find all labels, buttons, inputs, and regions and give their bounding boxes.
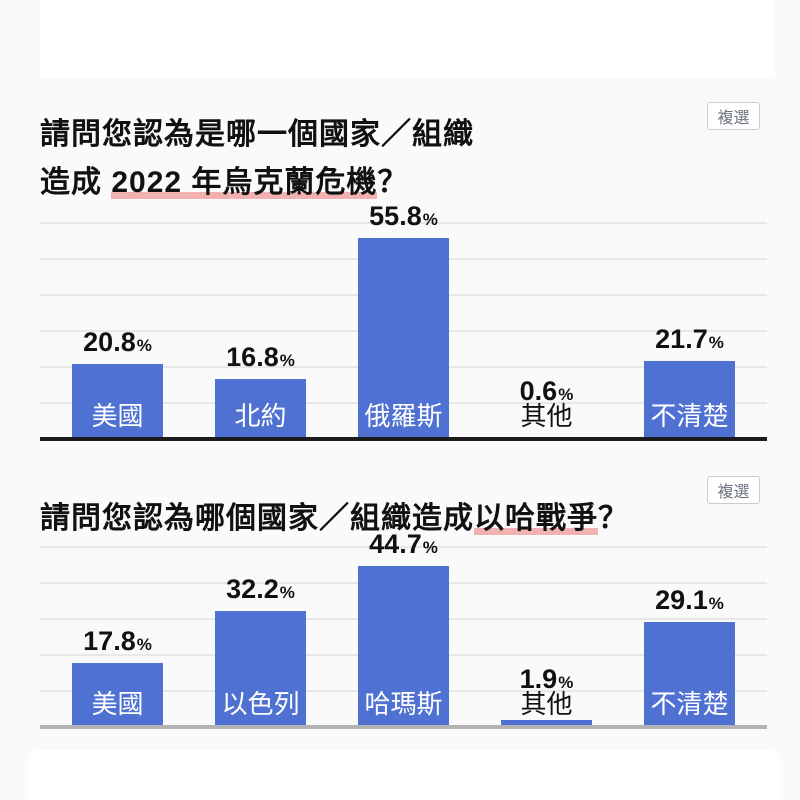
gridline xyxy=(40,654,767,656)
percent-sign: % xyxy=(422,210,438,230)
chart-bar xyxy=(215,378,306,439)
bar-category-label: 不清楚 xyxy=(650,401,729,431)
next-section-card xyxy=(28,750,780,800)
x-axis-line xyxy=(40,725,767,729)
bar-value: 17.8 xyxy=(83,625,136,656)
title-text: ？ xyxy=(377,165,409,199)
top-white-band xyxy=(40,0,775,78)
chart-bar xyxy=(72,364,163,439)
bar-value-label: 32.2% xyxy=(181,574,341,608)
bar-value: 0.6 xyxy=(519,376,558,406)
percent-sign: % xyxy=(279,583,295,603)
bar-value: 1.9 xyxy=(519,664,558,694)
bar-category-label: 美國 xyxy=(91,689,144,719)
bar-value-label: 0.6% xyxy=(467,376,627,410)
chart-bar xyxy=(501,720,592,727)
bar-category-label: 以色列 xyxy=(221,689,300,719)
chart-bar xyxy=(644,360,735,439)
bar-category-label: 其他 xyxy=(520,401,573,431)
percent-sign: % xyxy=(279,350,295,370)
bar-value: 29.1 xyxy=(655,585,708,616)
chart-bar xyxy=(215,611,306,727)
chart-bar xyxy=(358,566,449,727)
bar-category-label: 不清楚 xyxy=(650,689,729,719)
percent-sign: % xyxy=(136,336,152,356)
chart-bar xyxy=(358,238,449,439)
bar-value-label: 1.9% xyxy=(467,664,627,698)
chart-bar xyxy=(72,662,163,727)
bar-value: 32.2 xyxy=(226,574,279,605)
bar-category-label: 其他 xyxy=(520,689,573,719)
bar-category-label: 美國 xyxy=(91,401,144,431)
question-2-title: 請問您認為哪個國家／組織造成以哈戰爭？ xyxy=(40,495,730,543)
bar-value: 21.7 xyxy=(655,323,708,354)
multi-select-badge-2: 複選 xyxy=(707,476,760,504)
chart-bar xyxy=(501,436,592,439)
bar-category-label: 北約 xyxy=(234,401,287,431)
gridline xyxy=(40,690,767,692)
percent-sign: % xyxy=(708,594,724,614)
x-axis-line xyxy=(40,437,767,441)
percent-sign: % xyxy=(558,385,574,404)
gridline xyxy=(40,546,767,548)
title-text: 請問您認為是哪一個國家／組織 xyxy=(40,117,474,151)
gridline xyxy=(40,618,767,620)
bar-value-label: 29.1% xyxy=(610,585,770,619)
highlighted-phrase: 2022 年烏克蘭危機 xyxy=(111,165,378,199)
bar-category-label: 哈瑪斯 xyxy=(364,689,443,719)
multi-select-badge-1: 複選 xyxy=(707,102,760,130)
gridline xyxy=(40,222,767,224)
gridline xyxy=(40,330,767,332)
bar-value: 20.8 xyxy=(83,327,136,358)
bar-category-label: 俄羅斯 xyxy=(364,401,443,431)
gridline xyxy=(40,582,767,584)
highlighted-phrase: 以哈戰爭 xyxy=(474,501,598,535)
gridline xyxy=(40,258,767,260)
gridline xyxy=(40,294,767,296)
bar-value-label: 20.8% xyxy=(38,327,198,361)
title-text: 造成 xyxy=(40,165,112,199)
percent-sign: % xyxy=(136,634,152,654)
bar-value-label: 21.7% xyxy=(610,324,770,358)
title-text: ？ xyxy=(598,501,629,535)
title-text: 請問您認為哪個國家／組織造成 xyxy=(40,501,474,535)
gridline xyxy=(40,366,767,368)
percent-sign: % xyxy=(708,332,724,352)
chart-bar xyxy=(644,622,735,727)
bar-value-label: 17.8% xyxy=(38,626,198,660)
question-1-title: 請問您認為是哪一個國家／組織 造成 2022 年烏克蘭危機？ xyxy=(40,111,730,207)
gridline xyxy=(40,402,767,404)
bar-value: 16.8 xyxy=(226,341,279,372)
percent-sign: % xyxy=(558,673,574,692)
bar-value-label: 16.8% xyxy=(181,342,341,376)
